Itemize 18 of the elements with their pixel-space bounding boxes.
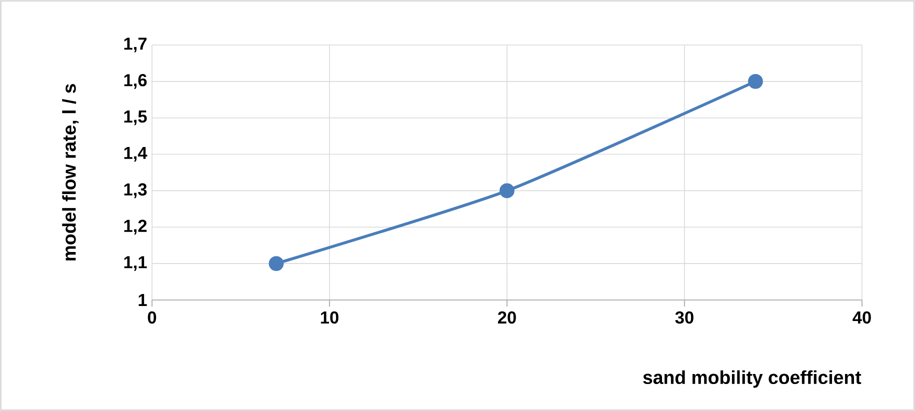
y-tick-label: 1,5 xyxy=(124,110,147,126)
x-axis-title: sand mobility coefficient xyxy=(643,370,862,388)
point xyxy=(268,256,284,272)
point xyxy=(748,74,763,89)
x-tick-label: 30 xyxy=(675,311,694,324)
y-tick-label: 1 xyxy=(138,294,147,306)
x-tick-label: 20 xyxy=(498,311,516,324)
point xyxy=(500,183,514,198)
y-tick-label: 1,4 xyxy=(124,146,148,162)
y-tick-label: 1,7 xyxy=(124,38,147,52)
y-tick-label: 1,1 xyxy=(124,256,147,271)
x-tick-label: 10 xyxy=(320,311,338,324)
y-axis-title: model flow rate, l / s xyxy=(62,84,79,260)
y-tick-label: 1,2 xyxy=(124,220,147,235)
y-tick-label: 1,3 xyxy=(124,183,147,198)
x-tick-label: 40 xyxy=(852,311,871,324)
y-tick-label: 1,6 xyxy=(124,74,147,89)
x-tick-label: 0 xyxy=(148,311,156,324)
